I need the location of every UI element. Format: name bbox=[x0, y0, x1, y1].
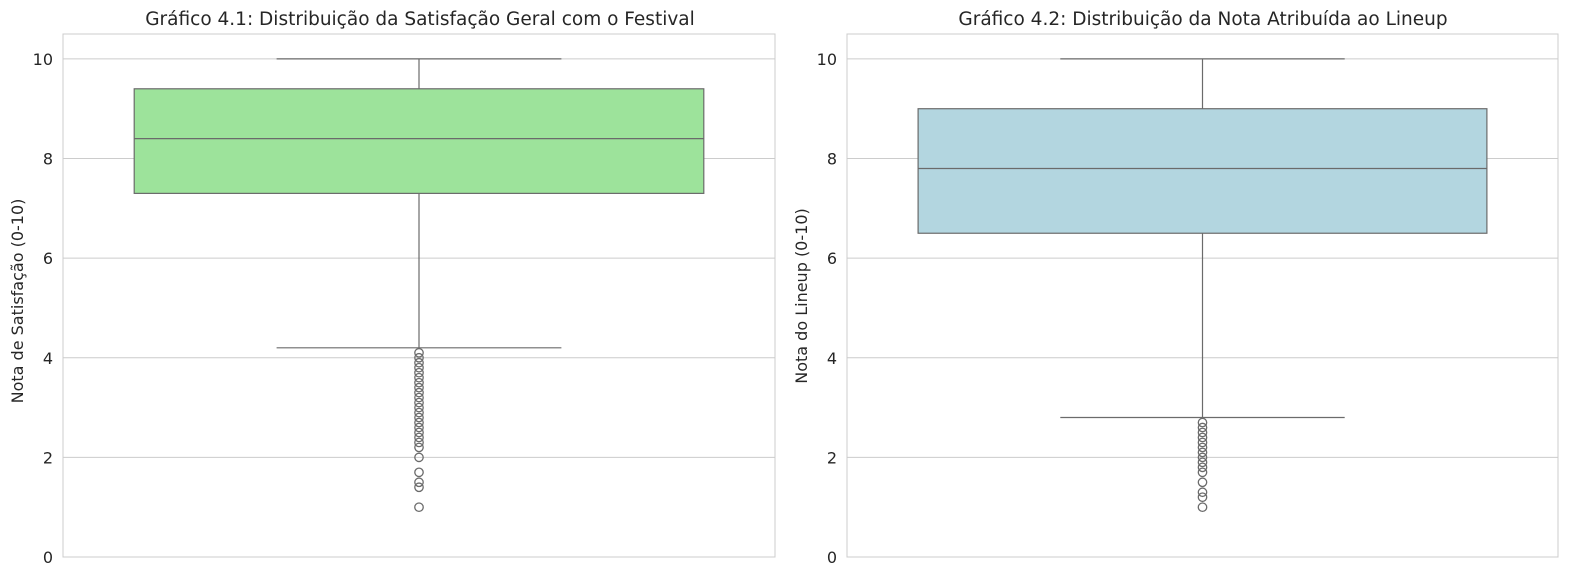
y-tick-label: 8 bbox=[827, 150, 837, 169]
box-iqr bbox=[918, 109, 1487, 234]
y-tick-label: 0 bbox=[43, 548, 53, 567]
boxplot-marks bbox=[134, 59, 704, 511]
y-tick-label: 2 bbox=[43, 448, 53, 467]
outlier-point bbox=[1198, 468, 1206, 476]
chart-panel-satisfacao: Gráfico 4.1: Distribuição da Satisfação … bbox=[8, 9, 775, 567]
box-iqr bbox=[134, 89, 704, 194]
chart-panel-lineup: Gráfico 4.2: Distribuição da Nota Atribu… bbox=[792, 9, 1558, 567]
outlier-point bbox=[1198, 493, 1206, 501]
y-axis-label: Nota de Satisfação (0-10) bbox=[8, 199, 27, 404]
outlier-point bbox=[1198, 478, 1206, 486]
y-tick-labels: 0 2 4 6 8 10 bbox=[817, 50, 837, 567]
outlier-point bbox=[1198, 503, 1206, 511]
y-axis-label: Nota do Lineup (0-10) bbox=[792, 208, 811, 383]
outlier-point bbox=[415, 443, 423, 451]
y-tick-label: 6 bbox=[43, 249, 53, 268]
outlier-point bbox=[415, 503, 423, 511]
y-tick-label: 8 bbox=[43, 150, 53, 169]
y-tick-label: 10 bbox=[817, 50, 837, 69]
y-tick-label: 0 bbox=[827, 548, 837, 567]
y-tick-label: 10 bbox=[33, 50, 53, 69]
boxplot-marks bbox=[918, 59, 1487, 511]
y-tick-labels: 0 2 4 6 8 10 bbox=[33, 50, 53, 567]
outlier-point bbox=[415, 468, 423, 476]
outlier-point bbox=[415, 483, 423, 491]
y-tick-label: 2 bbox=[827, 448, 837, 467]
y-tick-label: 6 bbox=[827, 249, 837, 268]
y-tick-label: 4 bbox=[43, 349, 53, 368]
chart-title: Gráfico 4.2: Distribuição da Nota Atribu… bbox=[958, 9, 1447, 30]
y-tick-label: 4 bbox=[827, 349, 837, 368]
chart-title: Gráfico 4.1: Distribuição da Satisfação … bbox=[145, 9, 695, 30]
